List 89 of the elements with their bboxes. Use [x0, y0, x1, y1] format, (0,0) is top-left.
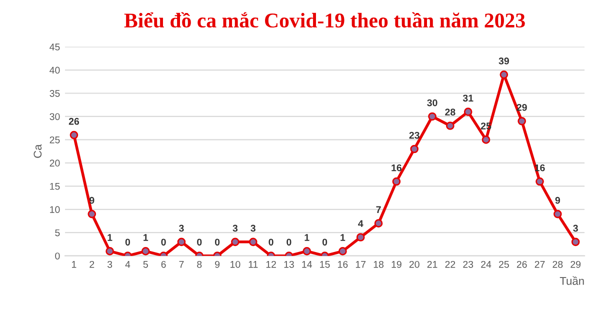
point	[428, 112, 436, 121]
point	[141, 247, 150, 256]
point	[88, 210, 96, 218]
data-label: 1	[108, 234, 112, 241]
x-tick-label: 18	[374, 260, 384, 268]
y-tick-label: 25	[50, 136, 60, 144]
x-tick-label: 29	[570, 260, 581, 268]
point	[392, 177, 401, 186]
x-tick-label: 6	[161, 260, 166, 268]
data-label: 1	[144, 234, 148, 241]
data-label: 16	[392, 164, 402, 172]
point	[482, 136, 490, 144]
x-tick-label: 21	[427, 260, 438, 268]
point	[248, 238, 258, 246]
point	[446, 122, 454, 130]
data-label: 0	[125, 238, 130, 246]
y-tick-label: 10	[50, 206, 60, 214]
y-tick-label: 40	[50, 66, 60, 74]
data-label: 30	[427, 99, 438, 106]
point	[356, 233, 365, 242]
data-label: 1	[340, 234, 346, 241]
data-label: 3	[178, 224, 184, 232]
data-label: 0	[197, 238, 202, 246]
x-tick-label: 26	[516, 260, 527, 268]
x-tick-label: 13	[284, 260, 294, 268]
data-label: 1	[304, 234, 310, 241]
data-label: 23	[409, 132, 420, 139]
x-tick-label: 11	[248, 261, 258, 268]
data-label: 3	[573, 224, 578, 232]
point	[554, 210, 562, 218]
y-axis-title: Ca	[34, 144, 42, 158]
y-tick-label: 35	[50, 90, 60, 97]
point	[500, 70, 508, 79]
x-tick-label: 9	[215, 260, 220, 268]
point	[410, 144, 419, 154]
chart-title: Biểu đồ ca mắc Covid-19 theo tuần năm 2023	[124, 12, 525, 28]
data-label: 0	[322, 238, 328, 246]
point	[338, 247, 347, 256]
x-tick-label: 24	[481, 260, 492, 268]
x-axis-title: Tuần	[560, 276, 584, 285]
data-label: 26	[68, 118, 80, 125]
x-tick-label: 2	[90, 260, 94, 268]
data-label: 3	[232, 224, 238, 232]
x-tick-label: 14	[302, 261, 312, 268]
data-label: 9	[555, 196, 560, 204]
data-label: 3	[250, 224, 256, 232]
data-label: 0	[268, 238, 274, 246]
point	[518, 116, 526, 126]
y-tick-label: 15	[50, 182, 60, 190]
x-tick-label: 15	[320, 261, 330, 268]
x-tick-label: 17	[356, 261, 366, 268]
data-label: 0	[214, 238, 220, 246]
y-tick-label: 30	[50, 113, 60, 120]
x-tick-label: 19	[392, 260, 402, 268]
x-tick-label: 10	[230, 260, 240, 268]
data-label: 28	[445, 108, 456, 116]
point	[536, 177, 544, 186]
data-label: 0	[161, 238, 166, 246]
y-tick-label: 5	[55, 229, 60, 236]
x-tick-label: 4	[125, 261, 130, 268]
x-tick-label: 28	[552, 260, 563, 268]
x-tick-label: 16	[338, 260, 348, 268]
x-tick-label: 23	[463, 260, 474, 268]
y-tick-label: 0	[55, 252, 60, 260]
data-label: 39	[498, 58, 509, 64]
point	[302, 247, 312, 256]
y-tick-label: 20	[50, 160, 60, 167]
x-tick-label: 22	[445, 260, 456, 268]
data-label: 31	[462, 94, 474, 102]
x-tick-label: 12	[266, 260, 276, 268]
point	[106, 247, 114, 256]
y-tick-label: 45	[50, 44, 60, 50]
x-tick-label: 7	[179, 261, 184, 268]
x-tick-label: 20	[409, 260, 420, 268]
data-label: 0	[286, 238, 292, 246]
x-tick-label: 8	[197, 260, 202, 268]
data-label: 4	[358, 220, 364, 227]
point	[571, 238, 580, 246]
point	[231, 238, 240, 246]
x-tick-label: 27	[534, 260, 545, 268]
x-tick-label: 1	[72, 261, 76, 268]
x-tick-label: 5	[143, 261, 148, 268]
x-tick-label: 25	[499, 260, 509, 268]
data-label: 7	[376, 206, 381, 213]
point	[177, 238, 186, 246]
point	[464, 108, 472, 116]
point	[374, 219, 383, 228]
point	[70, 130, 78, 140]
x-tick-label: 3	[107, 260, 112, 268]
